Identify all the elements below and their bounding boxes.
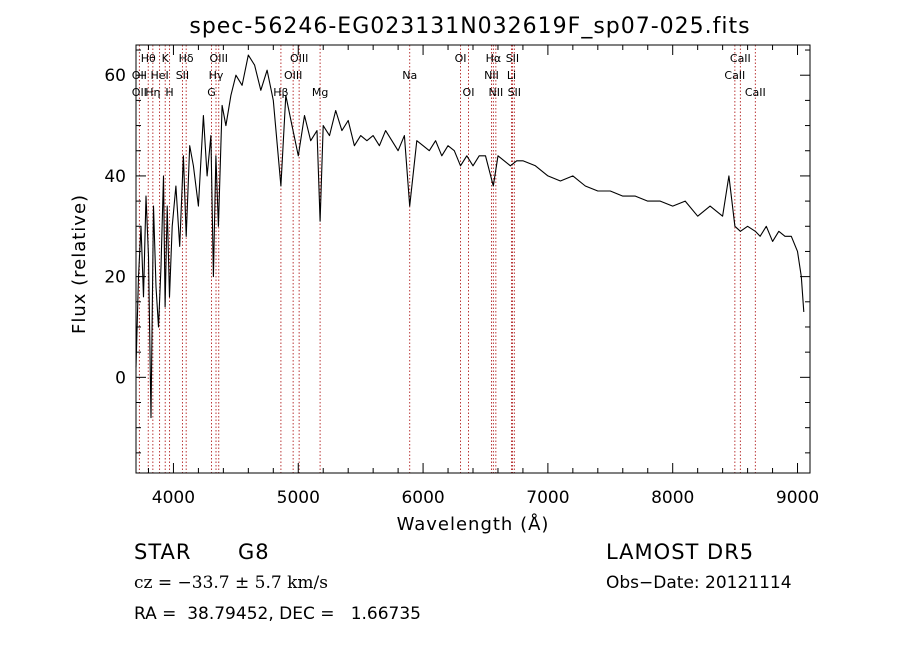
coordinates-readout: RA = 38.79452, DEC = 1.66735: [134, 604, 421, 624]
spectral-line-label: H: [165, 86, 173, 99]
object-class: STAR: [134, 540, 192, 564]
spectrum-series-line: [135, 54, 805, 419]
x-tick-label: 5000: [277, 488, 320, 508]
spectral-line-label: G: [207, 86, 216, 99]
spectral-line-label: Hη: [145, 86, 160, 99]
spectral-line-label: K: [162, 52, 170, 65]
y-tick-label: 60: [104, 66, 126, 86]
spectral-line-label: Hγ: [209, 69, 224, 82]
velocity-readout: cz = −33.7 ± 5.7 km/s: [134, 573, 328, 593]
spectral-line-label: OIII: [284, 69, 302, 82]
spectral-line-label: CaII: [730, 52, 751, 65]
spectral-line-label: Hβ: [273, 86, 288, 99]
spectral-line-label: SII: [176, 69, 189, 82]
x-tick-label: 9000: [776, 488, 819, 508]
x-tick-label: 7000: [526, 488, 569, 508]
chart-title: spec-56246-EG023131N032619F_sp07-025.fit…: [189, 14, 750, 39]
spectral-line-label: CaII: [724, 69, 745, 82]
x-axis-label: Wavelength (Å): [397, 513, 550, 535]
x-axis-ticks: 4000 5000 6000 7000 8000 9000: [147, 45, 819, 508]
observation-date: Obs−Date: 20121114: [606, 573, 792, 593]
x-tick-label: 6000: [401, 488, 444, 508]
spectral-line-label: OIII: [210, 52, 228, 65]
x-tick-label: 4000: [152, 488, 195, 508]
spectral-line-label: OIII: [290, 52, 308, 65]
spectral-line-label: NII: [484, 69, 499, 82]
survey-name: LAMOST DR5: [606, 540, 755, 564]
spectral-line-label: Hα: [486, 52, 502, 65]
spectral-line-label: CaII: [745, 86, 766, 99]
spectral-line-label: OI: [463, 86, 475, 99]
y-tick-label: 20: [104, 268, 126, 288]
y-tick-label: 40: [104, 167, 126, 187]
spectral-line-label: Na: [402, 69, 417, 82]
y-axis-ticks: 0 20 40 60: [104, 49, 810, 454]
object-subclass: G8: [238, 540, 270, 564]
spectral-line-label: Li: [507, 69, 516, 82]
plot-frame: [135, 44, 811, 474]
spectral-line-label: SII: [506, 52, 519, 65]
spectral-line-label: Hθ: [141, 52, 156, 65]
spectral-line-label: Hδ: [179, 52, 194, 65]
spectral-line-label: Mg: [312, 86, 328, 99]
x-tick-label: 8000: [651, 488, 694, 508]
spectral-line-label: NII: [488, 86, 503, 99]
y-axis-label: Flux (relative): [69, 194, 90, 334]
spectral-line-label: OI: [455, 52, 467, 65]
spectral-line-markers: [138, 45, 756, 473]
spectral-line-label: SII: [508, 86, 521, 99]
y-tick-label: 0: [115, 368, 126, 388]
spectral-line-label: HeI: [150, 69, 168, 82]
